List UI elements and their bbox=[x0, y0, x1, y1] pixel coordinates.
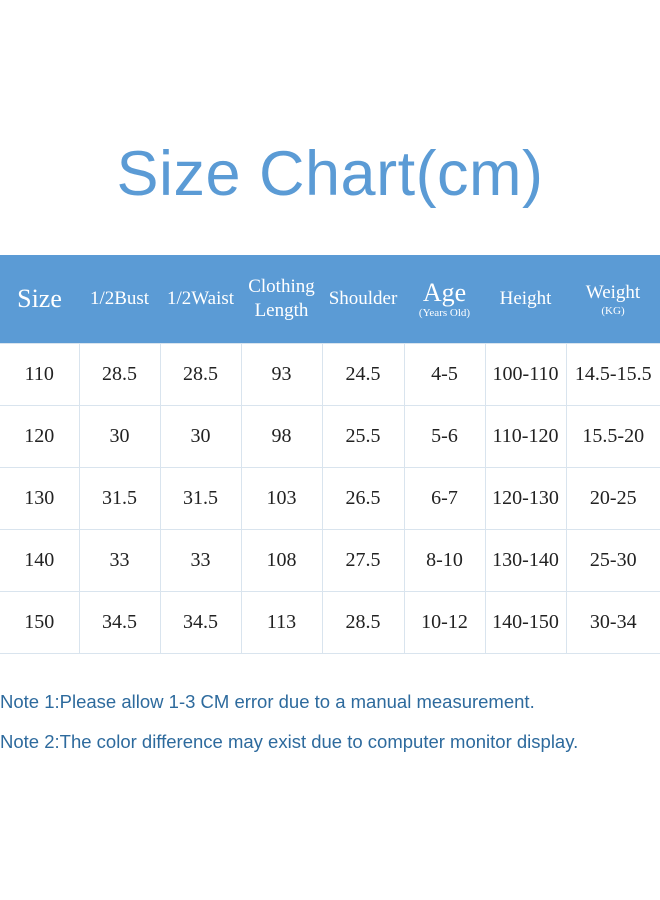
table-cell: 120-130 bbox=[484, 467, 567, 530]
table-cell: 100-110 bbox=[484, 343, 567, 406]
table-cell: 103 bbox=[240, 467, 323, 530]
table-row: 110 28.5 28.5 93 24.5 4-5 100-110 14.5-15.5 bbox=[0, 343, 660, 406]
header-weight: Weight (KG) bbox=[566, 255, 660, 344]
table-cell: 33 bbox=[159, 529, 242, 592]
table-cell: 30 bbox=[159, 405, 242, 468]
header-shoulder: Shoulder bbox=[322, 255, 404, 344]
table-cell: 110-120 bbox=[484, 405, 567, 468]
table-row: 150 34.5 34.5 113 28.5 10-12 140-150 30-34 bbox=[0, 591, 660, 654]
page-title: Size Chart(cm) bbox=[116, 139, 544, 209]
table-cell: 93 bbox=[240, 343, 323, 406]
table-cell: 120 bbox=[0, 405, 80, 468]
table-cell: 34.5 bbox=[78, 591, 161, 654]
table-cell: 140 bbox=[0, 529, 80, 592]
table-cell: 108 bbox=[240, 529, 323, 592]
table-cell: 30 bbox=[78, 405, 161, 468]
header-age-label: Age bbox=[422, 277, 467, 307]
table-cell: 33 bbox=[78, 529, 161, 592]
table-cell: 20-25 bbox=[565, 467, 660, 530]
table-cell: 31.5 bbox=[78, 467, 161, 530]
table-cell: 150 bbox=[0, 591, 80, 654]
table-cell: 130-140 bbox=[484, 529, 567, 592]
table-cell: 10-12 bbox=[403, 591, 486, 654]
table-cell: 26.5 bbox=[321, 467, 405, 530]
header-bust: 1/2Bust bbox=[79, 255, 160, 344]
table-cell: 28.5 bbox=[78, 343, 161, 406]
table-cell: 34.5 bbox=[159, 591, 242, 654]
table-cell: 28.5 bbox=[159, 343, 242, 406]
table-cell: 31.5 bbox=[159, 467, 242, 530]
table-row: 120 30 30 98 25.5 5-6 110-120 15.5-20 bbox=[0, 405, 660, 468]
size-chart-table: Size 1/2Bust 1/2Waist Clothing Length Sh… bbox=[0, 255, 660, 654]
table-row: 140 33 33 108 27.5 8-10 130-140 25-30 bbox=[0, 529, 660, 592]
note-2: Note 2:The color difference may exist du… bbox=[0, 731, 579, 752]
header-clothing-length: Clothing Length bbox=[241, 255, 322, 344]
header-age-unit: (Years Old) bbox=[418, 306, 471, 319]
table-cell: 5-6 bbox=[403, 405, 486, 468]
header-size: Size bbox=[0, 255, 79, 344]
header-weight-unit: (KG) bbox=[601, 304, 625, 317]
table-cell: 25.5 bbox=[321, 405, 405, 468]
header-waist: 1/2Waist bbox=[160, 255, 241, 344]
header-age: Age (Years Old) bbox=[404, 255, 485, 344]
table-cell: 14.5-15.5 bbox=[565, 343, 660, 406]
header-clothing-length-label: Clothing Length bbox=[248, 276, 315, 321]
table-cell: 28.5 bbox=[321, 591, 405, 654]
table-cell: 25-30 bbox=[565, 529, 660, 592]
table-cell: 27.5 bbox=[321, 529, 405, 592]
table-cell: 8-10 bbox=[403, 529, 486, 592]
table-cell: 6-7 bbox=[403, 467, 486, 530]
table-cell: 98 bbox=[240, 405, 323, 468]
table-row: 130 31.5 31.5 103 26.5 6-7 120-130 20-25 bbox=[0, 467, 660, 530]
header-height: Height bbox=[485, 255, 566, 344]
table-cell: 130 bbox=[0, 467, 80, 530]
table-cell: 30-34 bbox=[565, 591, 660, 654]
note-1: Note 1:Please allow 1-3 CM error due to … bbox=[0, 691, 535, 712]
table-cell: 24.5 bbox=[321, 343, 405, 406]
table-cell: 4-5 bbox=[403, 343, 486, 406]
header-row: Size 1/2Bust 1/2Waist Clothing Length Sh… bbox=[0, 255, 660, 344]
table-cell: 110 bbox=[0, 343, 80, 406]
table-cell: 113 bbox=[240, 591, 323, 654]
table-cell: 140-150 bbox=[484, 591, 567, 654]
table-cell: 15.5-20 bbox=[565, 405, 660, 468]
header-weight-label: Weight bbox=[585, 281, 641, 303]
